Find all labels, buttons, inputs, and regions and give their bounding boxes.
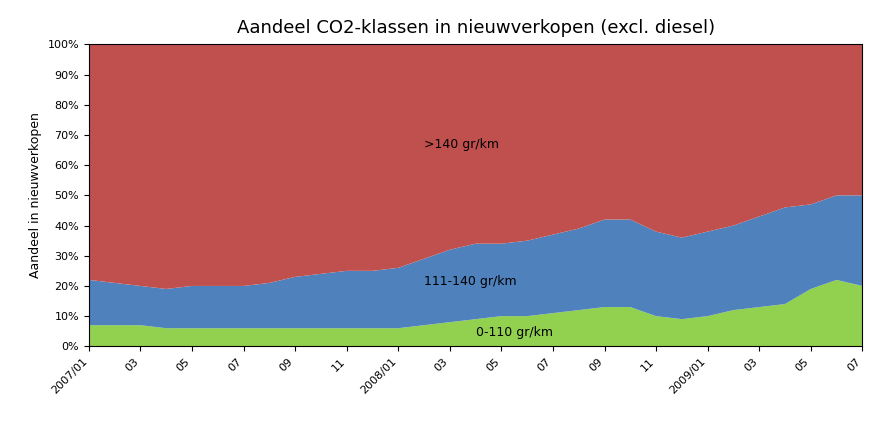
Y-axis label: Aandeel in nieuwverkopen: Aandeel in nieuwverkopen bbox=[29, 112, 42, 278]
Text: >140 gr/km: >140 gr/km bbox=[424, 138, 499, 151]
Text: 0-110 gr/km: 0-110 gr/km bbox=[476, 326, 553, 339]
Text: 111-140 gr/km: 111-140 gr/km bbox=[424, 275, 517, 288]
Title: Aandeel CO2-klassen in nieuwverkopen (excl. diesel): Aandeel CO2-klassen in nieuwverkopen (ex… bbox=[236, 19, 715, 37]
